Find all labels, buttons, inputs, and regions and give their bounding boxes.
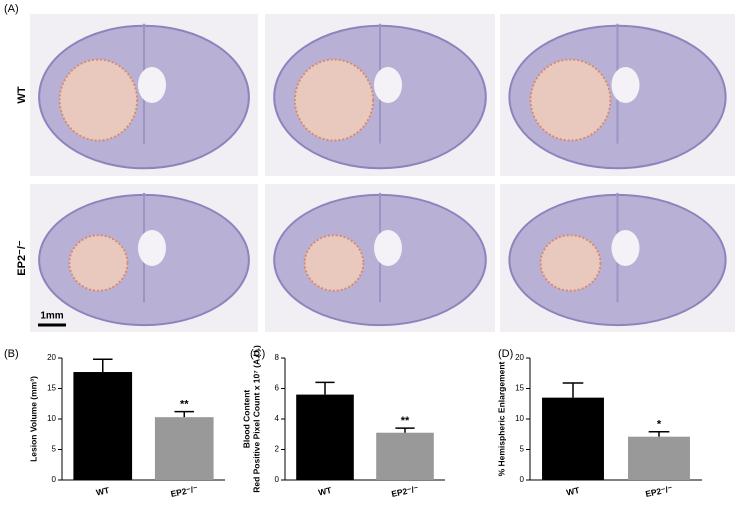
panel-label: (A) [4,3,19,15]
y-tick-label: 6 [275,384,280,393]
panel-label: (C) [250,348,265,360]
y-tick-label: 15 [47,384,56,393]
lesion [293,58,375,142]
x-tick-label: EP2⁻/⁻ [390,483,419,499]
ventricle [138,67,166,103]
bar [376,432,434,480]
ventricle [611,67,640,103]
scale-label: 1mm [40,311,63,322]
ventricle [611,230,640,266]
y-tick-label: 0 [52,475,57,484]
x-tick-label: WT [95,485,111,498]
x-tick-label: WT [317,485,333,498]
x-tick-label: WT [565,485,581,498]
y-tick-label: 5 [52,445,57,454]
y-tick-label: 15 [515,384,524,393]
bar [154,417,214,480]
lesion [529,58,612,142]
brain-images [30,14,735,332]
bar [296,394,354,480]
lesion [68,234,129,292]
ventricle [138,230,166,266]
y-axis-label: % Hemispheric Enlargement [496,361,506,476]
y-tick-label: 0 [520,475,525,484]
y-axis-label: Red Positive Pixel Count x 10⁷ (A.U.) [251,345,261,493]
significance: ** [401,415,410,427]
row-label: WT [16,86,28,103]
bar [542,397,604,480]
ventricle [374,67,402,103]
bar [73,372,133,480]
panel-label: (D) [498,348,513,360]
y-axis-label: Lesion Volume (mm³) [28,376,38,462]
y-tick-label: 0 [275,475,280,484]
y-tick-label: 8 [275,353,280,362]
ventricle [374,230,402,266]
y-tick-label: 20 [47,353,56,362]
y-tick-label: 2 [275,445,280,454]
significance: * [657,419,662,431]
significance: ** [180,399,189,411]
bar [628,436,690,480]
lesion [58,58,139,142]
y-tick-label: 5 [520,445,525,454]
lesion [303,234,365,292]
y-tick-label: 10 [47,414,56,423]
lesion [539,234,602,292]
y-tick-label: 10 [515,414,524,423]
row-label: EP2⁻/⁻ [16,240,28,276]
y-tick-label: 20 [515,353,524,362]
y-tick-label: 4 [275,414,280,423]
x-tick-label: EP2⁻/⁻ [644,483,673,499]
y-axis-label: Blood Content [241,390,251,449]
panel-label: (B) [4,348,19,360]
x-tick-label: EP2⁻/⁻ [170,483,199,499]
